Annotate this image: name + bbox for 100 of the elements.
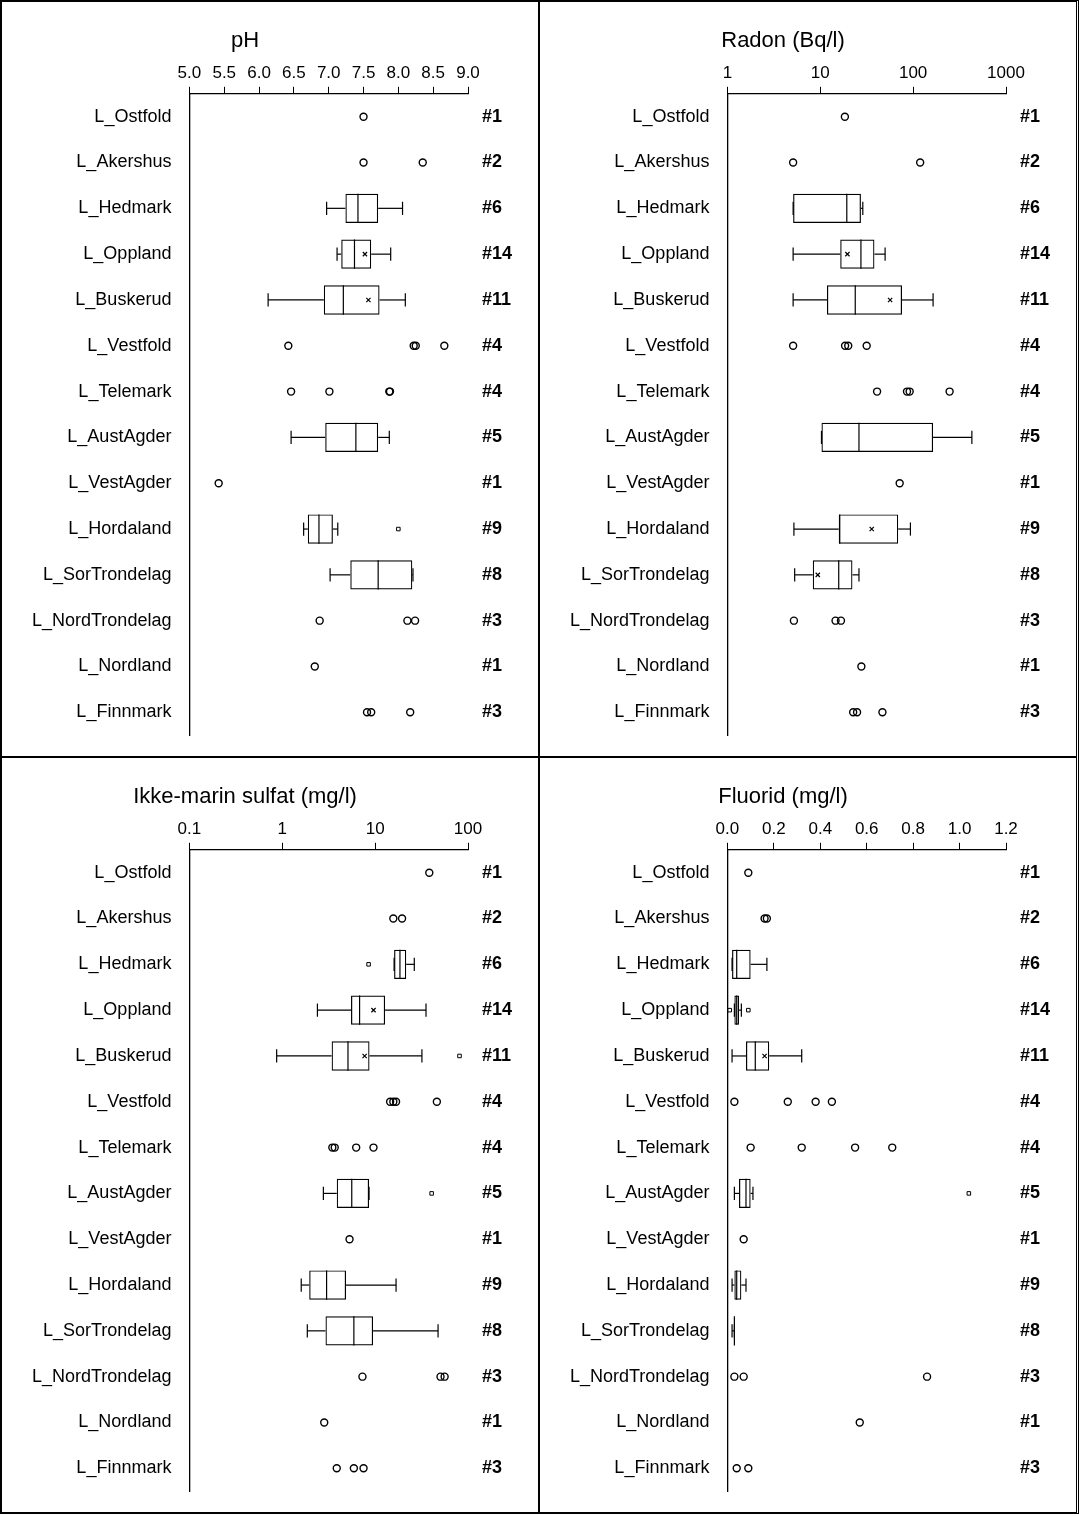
y-tick-label: L_Nordland [78, 655, 172, 677]
text: #14 [1020, 243, 1051, 264]
text: #8 [1020, 563, 1041, 584]
text: #14 [1020, 999, 1051, 1020]
x-tick-label: 7.0 [316, 63, 341, 83]
text: #1 [482, 1228, 503, 1249]
x-tick-label: 6.0 [247, 63, 271, 83]
text: #14 [482, 999, 513, 1020]
y-tick-label: L_NordTrondelag [32, 609, 172, 631]
y-tick-label: L_Nordland [78, 1411, 172, 1433]
text: #4 [482, 380, 503, 401]
y-tick-label: L_Oppland [83, 243, 172, 265]
text: #9 [1020, 518, 1041, 538]
x-tick-label: 10 [810, 63, 830, 83]
y-tick-label: L_Finnmark [76, 1457, 173, 1479]
y-tick-label: L_Hedmark [78, 197, 173, 219]
text: #4 [1020, 380, 1041, 401]
text: #9 [1020, 1274, 1041, 1294]
y-tick-label: L_Telemark [616, 1136, 711, 1158]
y-tick-label: L_Nordland [616, 655, 710, 677]
y-tick-label: L_Akershus [76, 907, 172, 929]
y-tick-label: L_Hordaland [68, 1274, 172, 1295]
y-tick-label: L_Finnmark [614, 1457, 711, 1479]
x-tick-label: 6.5 [282, 63, 306, 83]
y-tick-label: L_Vestfold [625, 1090, 710, 1112]
y-tick-label: L_VestAgder [606, 472, 710, 494]
x-tick-label: 100 [453, 819, 483, 839]
chart-title: Fluorid (mg/l) [718, 783, 848, 809]
text: #11 [1020, 1044, 1050, 1065]
y-tick-label: L_Telemark [78, 380, 173, 402]
y-tick-label: L_NordTrondelag [570, 1365, 710, 1387]
text: #1 [482, 861, 503, 882]
y-tick-label: L_Akershus [614, 151, 710, 173]
y-tick-label: L_Hedmark [616, 953, 711, 975]
y-tick-label: L_Buskerud [75, 1044, 172, 1066]
text: #8 [1020, 1319, 1041, 1340]
y-tick-label: L_Akershus [614, 907, 710, 929]
x-tick-label: 8.5 [421, 63, 445, 83]
y-tick-label: L_AustAgder [67, 426, 172, 448]
y-tick-label: L_Vestfold [87, 334, 172, 356]
text: #1 [1020, 1228, 1041, 1249]
y-tick-label: L_NordTrondelag [32, 1365, 172, 1387]
y-tick-label: L_Ostfold [632, 105, 710, 127]
y-tick-label: L_Buskerud [613, 288, 710, 310]
x-tick-label: 0.1 [177, 819, 202, 839]
text: #1 [1020, 472, 1041, 493]
y-tick-label: L_Buskerud [613, 1044, 710, 1066]
chart-title: pH [230, 27, 260, 53]
text: #11 [482, 1044, 512, 1065]
x-tick-label: 10 [365, 819, 385, 839]
x-tick-label: 1000 [987, 63, 1025, 83]
y-tick-label: L_SorTrondelag [581, 563, 710, 585]
text: #4 [482, 1090, 503, 1111]
text: #1 [1020, 105, 1041, 126]
text: #2 [482, 907, 503, 928]
y-tick-label: L_Hedmark [78, 953, 173, 975]
chart-title: Radon (Bq/l) [721, 27, 845, 53]
y-tick-label: L_Oppland [621, 999, 710, 1021]
text: #2 [1020, 907, 1041, 928]
x-tick-label: 8.0 [386, 63, 411, 83]
y-tick-label: L_Ostfold [632, 861, 710, 883]
text: #6 [482, 953, 503, 974]
x-tick-label: 7.5 [351, 63, 376, 83]
text: #6 [482, 197, 503, 218]
y-tick-label: L_SorTrondelag [43, 1319, 172, 1341]
y-tick-label: L_Vestfold [625, 334, 710, 356]
text: #8 [482, 563, 503, 584]
text: #6 [1020, 953, 1041, 974]
text: #8 [482, 1319, 503, 1340]
y-tick-label: L_SorTrondelag [581, 1319, 710, 1341]
x-tick-label: 0.8 [901, 819, 925, 839]
text: #2 [482, 151, 503, 172]
x-tick-label: 0.2 [762, 819, 786, 839]
y-tick-label: L_Finnmark [614, 701, 711, 723]
y-tick-label: L_VestAgder [68, 1228, 172, 1250]
y-tick-label: L_Ostfold [94, 861, 172, 883]
y-tick-label: L_Oppland [621, 243, 710, 265]
x-tick-label: 1.2 [994, 819, 1018, 839]
y-tick-label: L_Ostfold [94, 105, 172, 127]
text: #2 [1020, 151, 1041, 172]
x-tick-label: 1 [277, 819, 288, 839]
y-tick-label: L_Nordland [616, 1411, 710, 1433]
text: #4 [1020, 1136, 1041, 1157]
chart-title: Ikke-marin sulfat (mg/l) [133, 783, 357, 809]
text: #1 [482, 655, 503, 676]
y-tick-label: L_Hedmark [616, 197, 711, 219]
y-tick-label: L_Hordaland [606, 518, 710, 539]
text: #3 [1020, 1457, 1041, 1478]
y-tick-label: L_VestAgder [68, 472, 172, 494]
y-tick-label: L_NordTrondelag [570, 609, 710, 631]
y-tick-label: L_Oppland [83, 999, 172, 1021]
y-tick-label: L_AustAgder [67, 1182, 172, 1204]
text: #5 [482, 426, 503, 447]
text: #3 [482, 609, 503, 630]
x-tick-label: 100 [898, 63, 928, 83]
text: #6 [1020, 197, 1041, 218]
text: #5 [482, 1182, 503, 1203]
text: #9 [482, 518, 503, 538]
text: #5 [1020, 1182, 1041, 1203]
y-tick-label: L_AustAgder [605, 1182, 710, 1204]
